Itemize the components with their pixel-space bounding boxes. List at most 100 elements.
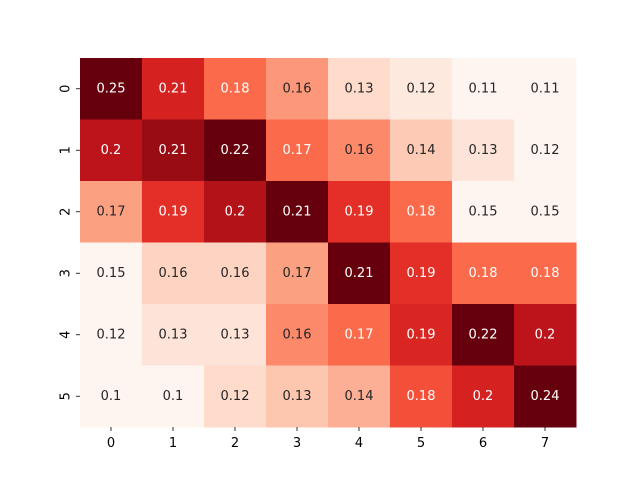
cell-value-r0-c3: 0.16: [283, 81, 312, 96]
cell-value-r4-c2: 0.13: [221, 327, 250, 342]
cell-value-r3-c1: 0.16: [159, 266, 188, 281]
heatmap-cell-r4-c3: [266, 304, 329, 366]
heatmap-cell-r0-c7: [514, 58, 577, 120]
cell-value-r2-c2: 0.2: [225, 204, 246, 219]
cell-value-r5-c5: 0.18: [407, 389, 436, 404]
cell-value-r4-c5: 0.19: [407, 327, 436, 342]
cell-value-r3-c7: 0.18: [531, 266, 560, 281]
cell-value-r1-c7: 0.12: [531, 143, 560, 158]
heatmap-cell-r5-c5: [390, 365, 453, 428]
cell-value-r1-c6: 0.13: [469, 143, 498, 158]
x-tick-label-0: 0: [107, 436, 115, 451]
heatmap-cell-r3-c4: [328, 242, 391, 305]
heatmap-cell-r0-c5: [390, 58, 453, 120]
cell-value-r2-c6: 0.15: [469, 204, 498, 219]
cell-value-r0-c6: 0.11: [469, 81, 498, 96]
heatmap-cell-r5-c6: [452, 365, 515, 428]
cell-value-r5-c7: 0.24: [531, 389, 560, 404]
x-tick-label-5: 5: [417, 436, 425, 451]
cell-value-r2-c3: 0.21: [283, 204, 312, 219]
heatmap-cell-r1-c3: [266, 119, 329, 182]
cell-value-r0-c5: 0.12: [407, 81, 436, 96]
cell-value-r2-c0: 0.17: [97, 204, 126, 219]
heatmap-cell-r2-c1: [142, 181, 205, 243]
y-axis: 0 1 2 3 4 5: [59, 85, 80, 400]
cell-value-r3-c3: 0.17: [283, 266, 312, 281]
cell-value-r0-c2: 0.18: [221, 81, 250, 96]
x-tick-label-7: 7: [541, 436, 549, 451]
heatmap-cell-r3-c1: [142, 242, 205, 305]
heatmap-cell-r2-c6: [452, 181, 515, 243]
y-tick-label-1: 1: [59, 146, 74, 154]
cell-value-r0-c0: 0.25: [97, 81, 126, 96]
y-tick-label-2: 2: [59, 208, 74, 216]
heatmap-cell-r1-c0: [80, 119, 143, 182]
cell-value-r4-c7: 0.2: [535, 327, 556, 342]
y-tick-label-5: 5: [59, 392, 74, 400]
cell-value-r3-c2: 0.16: [221, 266, 250, 281]
heatmap-cell-r2-c7: [514, 181, 577, 243]
heatmap-cell-r0-c6: [452, 58, 515, 120]
heatmap-cell-r5-c3: [266, 365, 329, 428]
x-tick-label-2: 2: [231, 436, 239, 451]
cell-value-r0-c4: 0.13: [345, 81, 374, 96]
cell-value-r2-c4: 0.19: [345, 204, 374, 219]
cell-value-r4-c3: 0.16: [283, 327, 312, 342]
cell-value-r3-c5: 0.19: [407, 266, 436, 281]
heatmap-cell-r1-c5: [390, 119, 453, 182]
heatmap-cell-r4-c6: [452, 304, 515, 366]
heatmap-cell-r3-c5: [390, 242, 453, 305]
heatmap-cell-r5-c4: [328, 365, 391, 428]
cell-value-r1-c4: 0.16: [345, 143, 374, 158]
heatmap-cell-r3-c2: [204, 242, 267, 305]
heatmap-cell-r0-c0: [80, 58, 143, 120]
heatmap-cell-r4-c5: [390, 304, 453, 366]
heatmap-cell-r1-c4: [328, 119, 391, 182]
heatmap-cell-r4-c4: [328, 304, 391, 366]
heatmap-cell-r2-c5: [390, 181, 453, 243]
x-tick-label-4: 4: [355, 436, 363, 451]
heatmap-cell-r0-c3: [266, 58, 329, 120]
heatmap-cell-r2-c2: [204, 181, 267, 243]
heatmap-cell-r1-c6: [452, 119, 515, 182]
heatmap-cell-r5-c1: [142, 365, 205, 428]
heatmap-cell-r3-c6: [452, 242, 515, 305]
cell-value-r1-c0: 0.2: [101, 143, 122, 158]
cell-value-r4-c4: 0.17: [345, 327, 374, 342]
y-tick-label-3: 3: [59, 269, 74, 277]
heatmap-cell-r5-c2: [204, 365, 267, 428]
heatmap-cell-r4-c0: [80, 304, 143, 366]
heatmap-annotations: 0.25 0.21 0.18 0.16 0.13 0.12 0.11 0.11 0.2 0.21 0…: [97, 81, 560, 404]
heatmap-cell-r3-c7: [514, 242, 577, 305]
cell-value-r3-c0: 0.15: [97, 266, 126, 281]
cell-value-r5-c6: 0.2: [473, 389, 494, 404]
heatmap-cell-r2-c4: [328, 181, 391, 243]
x-axis: 0 1 2 3 4 5 6 7: [107, 427, 549, 451]
heatmap-cell-r0-c1: [142, 58, 205, 120]
heatmap-cell-r5-c7: [514, 365, 577, 428]
heatmap-cell-r2-c3: [266, 181, 329, 243]
heatmap-cell-r3-c3: [266, 242, 329, 305]
cell-value-r1-c3: 0.17: [283, 143, 312, 158]
cell-value-r3-c4: 0.21: [345, 266, 374, 281]
heatmap-cell-r1-c1: [142, 119, 205, 182]
x-tick-label-1: 1: [169, 436, 177, 451]
heatmap-cell-r1-c7: [514, 119, 577, 182]
heatmap-cell-r0-c4: [328, 58, 391, 120]
heatmap-cell-r4-c2: [204, 304, 267, 366]
heatmap-cell-r0-c2: [204, 58, 267, 120]
heatmap-cell-r1-c2: [204, 119, 267, 182]
x-tick-label-6: 6: [479, 436, 487, 451]
cell-value-r5-c3: 0.13: [283, 389, 312, 404]
cell-value-r1-c5: 0.14: [407, 143, 436, 158]
cell-value-r1-c1: 0.21: [159, 143, 188, 158]
cell-value-r5-c0: 0.1: [101, 389, 122, 404]
cell-value-r0-c7: 0.11: [531, 81, 560, 96]
cell-value-r4-c0: 0.12: [97, 327, 126, 342]
cell-value-r4-c1: 0.13: [159, 327, 188, 342]
heatmap-cells: [80, 58, 577, 428]
cell-value-r5-c4: 0.14: [345, 389, 374, 404]
cell-value-r0-c1: 0.21: [159, 81, 188, 96]
y-tick-label-0: 0: [59, 85, 74, 93]
